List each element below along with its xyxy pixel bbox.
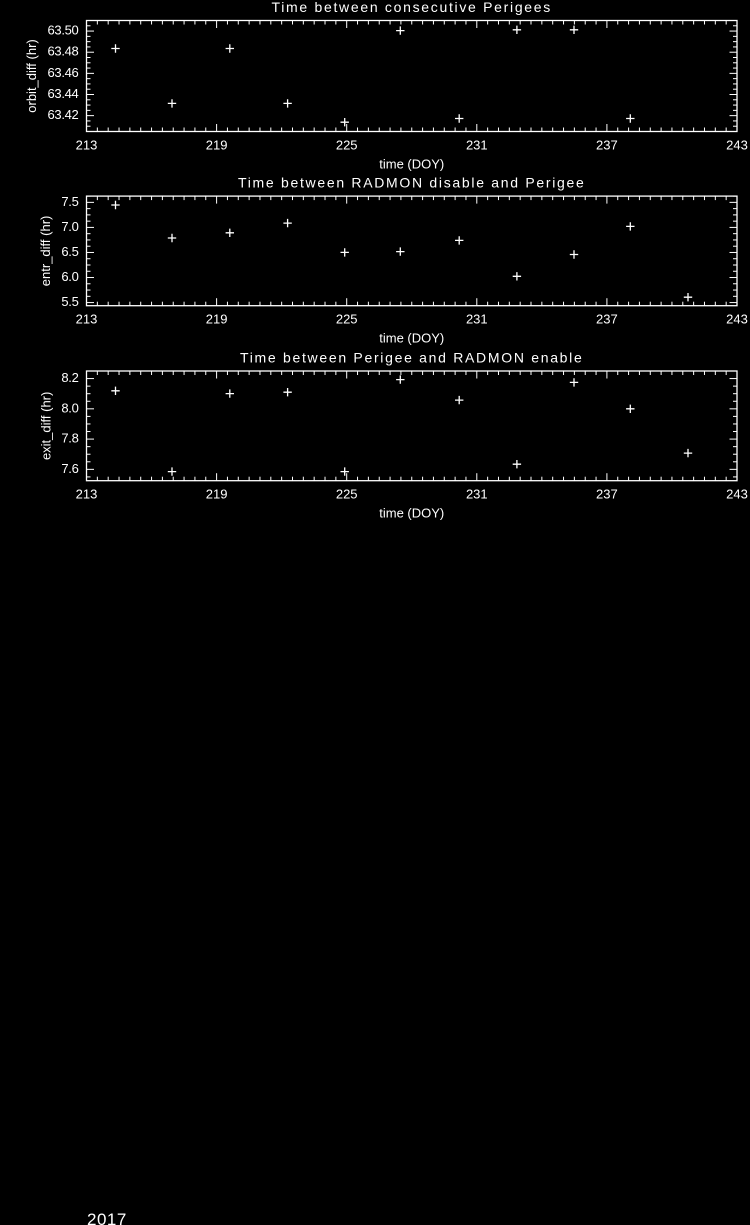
svg-text:time (DOY): time (DOY) <box>379 506 444 521</box>
svg-text:213: 213 <box>76 138 98 153</box>
svg-text:243: 243 <box>726 312 748 327</box>
svg-text:63.44: 63.44 <box>47 86 78 101</box>
svg-text:225: 225 <box>336 138 358 153</box>
svg-text:7.0: 7.0 <box>61 219 78 234</box>
svg-text:219: 219 <box>206 312 228 327</box>
svg-text:Time between Perigee and RADMO: Time between Perigee and RADMON enable <box>240 350 583 366</box>
svg-text:8.0: 8.0 <box>61 400 78 415</box>
svg-text:7.8: 7.8 <box>61 431 78 446</box>
svg-text:237: 237 <box>596 487 618 502</box>
svg-text:7.6: 7.6 <box>61 461 78 476</box>
svg-text:orbit_diff (hr): orbit_diff (hr) <box>24 39 39 112</box>
svg-text:231: 231 <box>466 487 488 502</box>
svg-text:213: 213 <box>76 487 98 502</box>
svg-text:7.5: 7.5 <box>61 194 78 209</box>
svg-text:225: 225 <box>336 487 358 502</box>
svg-text:243: 243 <box>726 487 748 502</box>
svg-text:219: 219 <box>206 138 228 153</box>
svg-text:8.2: 8.2 <box>61 370 78 385</box>
svg-text:5.5: 5.5 <box>61 294 78 309</box>
svg-text:Time between RADMON disable an: Time between RADMON disable and Perigee <box>238 175 585 191</box>
svg-text:63.42: 63.42 <box>47 107 78 122</box>
svg-text:time (DOY): time (DOY) <box>379 157 444 172</box>
svg-text:225: 225 <box>336 312 358 327</box>
svg-text:219: 219 <box>206 487 228 502</box>
svg-text:237: 237 <box>596 138 618 153</box>
svg-text:entr_diff (hr): entr_diff (hr) <box>38 216 53 287</box>
svg-text:time (DOY): time (DOY) <box>379 331 444 346</box>
svg-text:2017: 2017 <box>87 1210 127 1225</box>
svg-text:63.50: 63.50 <box>47 23 78 38</box>
svg-text:213: 213 <box>76 312 98 327</box>
svg-text:231: 231 <box>466 138 488 153</box>
svg-text:63.48: 63.48 <box>47 44 78 59</box>
svg-text:6.0: 6.0 <box>61 269 78 284</box>
svg-text:237: 237 <box>596 312 618 327</box>
svg-text:243: 243 <box>726 138 748 153</box>
svg-text:231: 231 <box>466 312 488 327</box>
svg-text:exit_diff (hr): exit_diff (hr) <box>38 392 53 460</box>
svg-text:63.46: 63.46 <box>47 65 78 80</box>
svg-text:6.5: 6.5 <box>61 244 78 259</box>
svg-text:Time between consecutive Perig: Time between consecutive Perigees <box>272 0 552 15</box>
